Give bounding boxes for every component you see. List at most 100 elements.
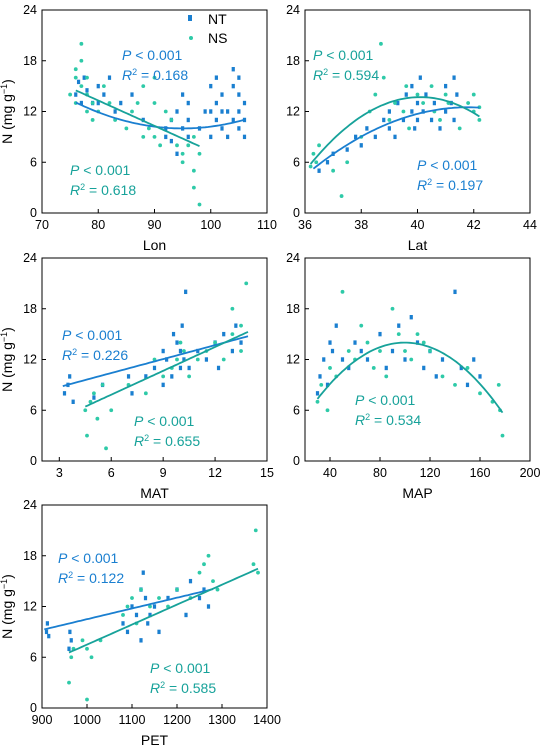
p-value-NT: P < 0.001 xyxy=(58,550,119,566)
data-point xyxy=(328,366,332,370)
y-tick-label: 0 xyxy=(293,454,300,468)
data-point xyxy=(69,638,73,643)
data-point xyxy=(180,151,185,156)
data-point xyxy=(165,357,169,362)
data-point xyxy=(130,596,134,600)
data-point xyxy=(74,92,78,97)
data-point xyxy=(340,357,345,362)
data-point xyxy=(465,366,470,370)
panel-lon: 70 80 90 100 110 0 6 12 18 24 Lon N (mg g−1) P < 0.0… xyxy=(0,3,277,253)
data-point xyxy=(175,340,179,345)
data-point xyxy=(71,399,75,404)
data-point xyxy=(186,134,190,140)
data-point xyxy=(222,331,226,337)
data-point xyxy=(80,638,85,643)
x-tick-label: 1200 xyxy=(163,713,191,727)
data-point xyxy=(175,143,179,148)
data-point xyxy=(379,41,383,46)
data-point xyxy=(393,101,397,105)
y-tick-label: 12 xyxy=(23,105,37,119)
y-tick: 18 xyxy=(23,549,46,563)
x-tick-label: 1100 xyxy=(119,713,146,727)
data-point xyxy=(444,83,448,89)
x-tick-label: 200 xyxy=(520,466,541,480)
data-point xyxy=(196,348,200,354)
y-tick: 18 xyxy=(286,54,309,68)
y-tick: 12 xyxy=(23,353,46,367)
p-value-NT: P < 0.001 xyxy=(417,157,478,173)
data-point xyxy=(68,374,72,379)
data-point xyxy=(144,374,148,379)
data-point xyxy=(359,348,363,354)
data-point xyxy=(345,147,349,152)
data-point xyxy=(79,100,83,106)
data-point xyxy=(178,348,183,354)
x-tick: 80 xyxy=(91,209,105,232)
data-point xyxy=(181,92,185,97)
x-tick: 42 xyxy=(467,209,481,232)
data-point xyxy=(175,151,179,156)
data-point xyxy=(429,84,434,89)
x-tick-label: 160 xyxy=(470,466,491,480)
data-point xyxy=(237,92,241,97)
y-tick-label: 6 xyxy=(293,155,300,169)
y-tick: 24 xyxy=(23,498,46,512)
y-tick-label: 6 xyxy=(30,650,37,664)
legend-label-NS: NS xyxy=(208,30,227,46)
data-point xyxy=(148,604,152,609)
data-point xyxy=(231,117,235,123)
data-point xyxy=(237,75,241,80)
y-tick-label: 12 xyxy=(23,353,37,367)
r2-value-NS: R2 = 0.655 xyxy=(134,433,200,449)
data-point xyxy=(166,595,170,601)
data-point xyxy=(96,100,100,106)
data-point xyxy=(315,399,320,404)
data-point xyxy=(152,134,157,139)
data-point xyxy=(186,117,190,123)
x-tick-label: 1000 xyxy=(73,713,101,727)
data-point xyxy=(124,126,129,131)
data-point xyxy=(459,365,463,371)
data-point xyxy=(253,528,258,533)
data-point xyxy=(365,340,370,345)
x-tick: 40 xyxy=(411,209,424,232)
data-point xyxy=(175,357,179,362)
data-point xyxy=(152,101,157,105)
x-tick-label: 1400 xyxy=(253,713,281,727)
fit-line-NS xyxy=(68,567,259,654)
data-point xyxy=(184,289,188,295)
data-point xyxy=(334,323,338,328)
r2-value-NT: R2 = 0.122 xyxy=(58,570,124,586)
data-point xyxy=(315,391,320,396)
data-point xyxy=(440,357,445,362)
data-point xyxy=(359,143,363,148)
y-tick: 0 xyxy=(30,701,46,715)
data-point xyxy=(500,433,505,438)
x-tick: 38 xyxy=(354,209,368,232)
data-point xyxy=(113,109,117,114)
data-point xyxy=(237,109,241,114)
data-point xyxy=(472,357,476,362)
x-axis-title: Lat xyxy=(408,237,428,253)
fit-line-NS xyxy=(84,331,249,408)
data-point xyxy=(434,374,438,379)
data-point xyxy=(47,633,51,639)
data-point xyxy=(432,100,436,106)
data-point xyxy=(188,578,193,584)
data-point xyxy=(85,88,89,93)
x-tick-label: 80 xyxy=(373,466,387,480)
data-point xyxy=(83,408,88,413)
data-point xyxy=(161,348,165,354)
data-point xyxy=(95,416,100,421)
data-point xyxy=(126,374,131,379)
data-point xyxy=(169,138,173,144)
data-point xyxy=(130,109,134,114)
data-point xyxy=(171,331,176,337)
data-point xyxy=(130,391,134,396)
data-point xyxy=(119,100,123,106)
fit-line-NT xyxy=(75,101,245,130)
y-tick: 0 xyxy=(293,454,309,468)
fit-line-NS xyxy=(316,341,504,414)
data-point xyxy=(466,101,471,105)
data-point xyxy=(239,323,243,328)
